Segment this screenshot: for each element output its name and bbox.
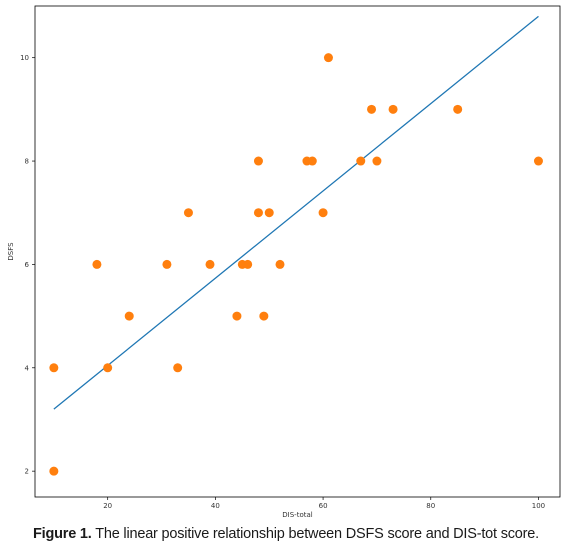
plot-frame [34,5,561,498]
data-point [243,259,253,269]
data-point [323,53,333,63]
data-point [162,259,172,269]
fit-line-layer [53,15,539,410]
data-point [232,311,242,321]
data-point [259,311,269,321]
data-point [372,156,382,166]
x-axis-label: DIS-total [282,511,312,519]
data-point [388,104,398,114]
data-point [253,156,263,166]
data-point [533,156,543,166]
x-tick-label: 40 [211,502,220,510]
y-tick-label: 2 [25,468,29,476]
y-axis-label: DSFS [7,242,15,261]
data-point [367,104,377,114]
data-point [173,363,183,373]
data-point [103,363,113,373]
data-point [356,156,366,166]
figure-label: Figure 1. [33,526,92,542]
x-tick-label: 60 [319,502,328,510]
figure-caption: Figure 1. The linear positive relationsh… [0,526,572,542]
y-tick-label: 4 [25,364,30,372]
y-tick-label: 6 [25,261,30,269]
x-tick-label: 100 [532,502,545,510]
y-tick-label: 10 [20,54,29,62]
y-tick-label: 8 [25,158,29,166]
data-point [264,208,274,218]
data-point [49,466,59,476]
regression-line [53,15,539,410]
data-point [205,259,215,269]
data-point [275,259,285,269]
data-point [307,156,317,166]
data-point [124,311,134,321]
caption-text: The linear positive relationship between… [91,526,539,542]
data-point [49,363,59,373]
points-layer [49,53,543,476]
x-tick-label: 20 [103,502,112,510]
data-point [453,104,463,114]
data-point [183,208,193,218]
data-point [92,259,102,269]
data-point [318,208,328,218]
x-tick-label: 80 [426,502,435,510]
scatter-chart: 20 40 60 80 100 2 4 6 8 10 DIS-total DSFS [7,5,561,519]
data-point [253,208,263,218]
ticks-layer: 20 40 60 80 100 2 4 6 8 10 [20,54,545,510]
